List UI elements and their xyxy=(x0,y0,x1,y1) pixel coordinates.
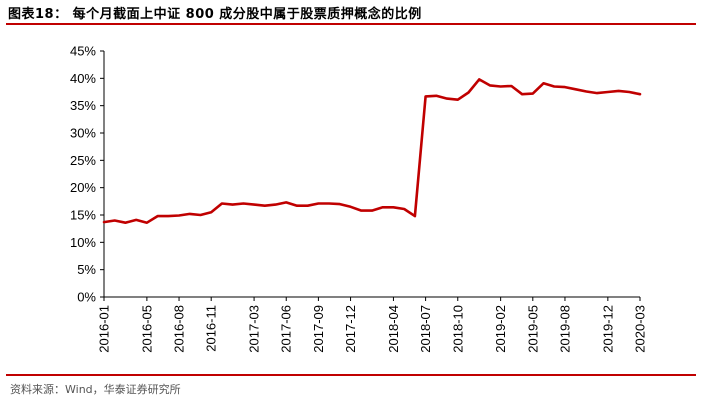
x-axis: 2016-01 2016-05 2016-08 2016-11 2017-03 2017-… xyxy=(97,296,648,353)
series-line xyxy=(102,78,642,224)
y-tick-label: 25% xyxy=(70,153,96,168)
y-tick-label: 40% xyxy=(70,71,96,86)
source-note: 资料来源：Wind，华泰证券研究所 xyxy=(10,383,181,396)
y-tick-label: 20% xyxy=(70,180,96,195)
y-tick-label: 5% xyxy=(77,262,96,277)
x-tick-label: 2016-05 xyxy=(139,305,154,353)
x-tick-label: 2019-05 xyxy=(525,305,540,353)
y-tick-label: 0% xyxy=(77,290,96,305)
title-divider xyxy=(6,23,696,25)
y-tick-label: 30% xyxy=(70,126,96,141)
figure-title: 图表18： 每个月截面上中证 800 成分股中属于股票质押概念的比例 xyxy=(8,7,422,22)
x-tick-label: 2016-11 xyxy=(204,305,219,352)
y-axis: 0% 5% 10% 15% 20% 25% 30% 35% 40% 45% xyxy=(70,44,105,305)
x-tick-label: 2016-08 xyxy=(172,305,187,353)
x-tick-label: 2019-08 xyxy=(557,305,572,353)
x-tick-label: 2019-12 xyxy=(600,305,615,353)
x-tick-label: 2017-06 xyxy=(279,305,294,353)
x-tick-label: 2016-01 xyxy=(97,305,112,353)
y-tick-label: 15% xyxy=(70,208,96,223)
x-tick-label: 2017-12 xyxy=(343,305,358,353)
series-layer xyxy=(102,78,642,224)
x-tick-label: 2019-02 xyxy=(493,305,508,353)
x-tick-label: 2017-09 xyxy=(311,305,326,353)
x-tick-label: 2018-04 xyxy=(386,305,401,353)
y-tick-label: 10% xyxy=(70,235,96,250)
x-tick-label: 2018-10 xyxy=(450,305,465,353)
x-tick-label: 2020-03 xyxy=(633,305,648,353)
source-divider xyxy=(6,374,696,376)
x-tick-label: 2018-07 xyxy=(418,305,433,353)
y-tick-label: 45% xyxy=(70,44,96,59)
y-tick-label: 35% xyxy=(70,98,96,113)
x-tick-label: 2017-03 xyxy=(247,305,262,353)
line-chart: 0%5%10%15%20%25%30%35%40%45% 2016-01 2016… xyxy=(70,44,648,353)
